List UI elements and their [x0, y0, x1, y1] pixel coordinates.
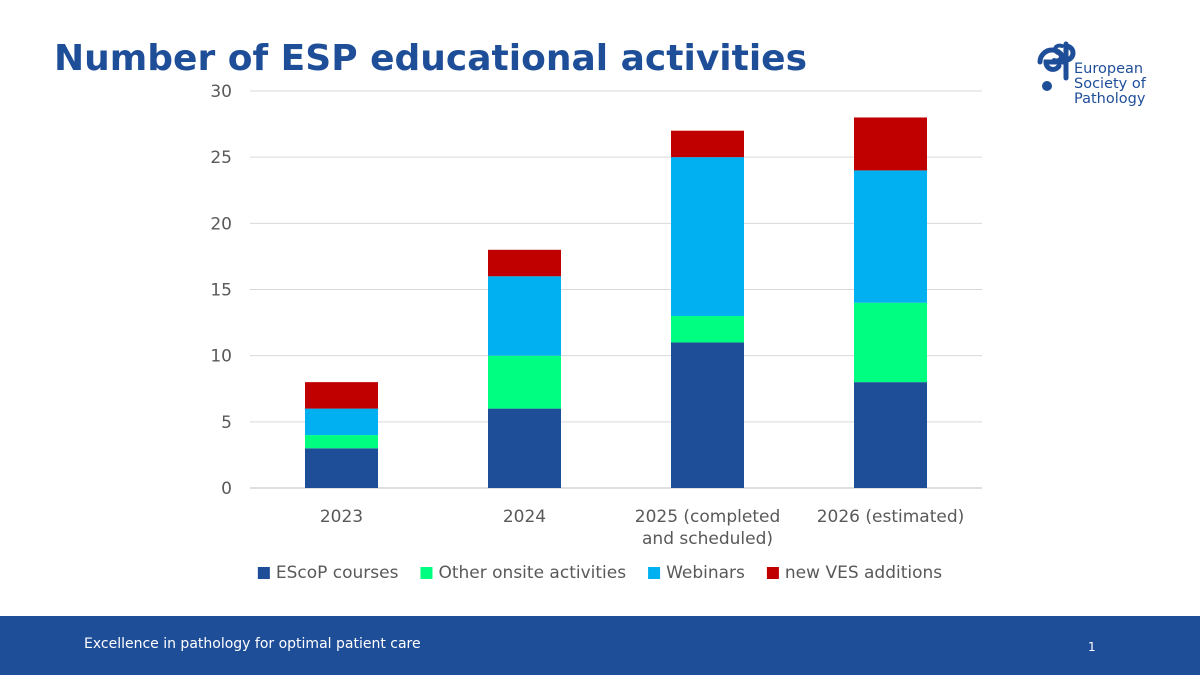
legend-label: EScoP courses [276, 563, 399, 583]
bar-other-onsite-activities [854, 302, 927, 383]
y-tick-label: 30 [210, 82, 232, 102]
y-tick-label: 0 [221, 479, 232, 499]
bar-other-onsite-activities [488, 355, 561, 409]
bar-new-ves-additions [488, 249, 561, 277]
legend-swatch [420, 567, 433, 579]
bar-webinars [854, 170, 927, 303]
y-tick-label: 15 [210, 281, 232, 301]
page-number: 1 [1088, 640, 1096, 654]
bar-new-ves-additions [305, 382, 378, 409]
bar-webinars [488, 276, 561, 356]
legend-label: Other onsite activities [438, 563, 626, 583]
bar-other-onsite-activities [671, 315, 744, 343]
bar-new-ves-additions [854, 117, 927, 171]
footer-tagline: Excellence in pathology for optimal pati… [84, 636, 421, 652]
legend-label: Webinars [666, 563, 745, 583]
bar-escop-courses [854, 382, 927, 488]
y-tick-label: 25 [210, 148, 232, 168]
x-tick-label: 2023 [320, 507, 363, 527]
bar-other-onsite-activities [305, 435, 378, 449]
bar-webinars [671, 157, 744, 316]
legend-label: new VES additions [785, 563, 942, 583]
logo-line-1: European [1074, 61, 1144, 77]
esp-logo: European Society of Pathology [1036, 40, 1156, 112]
bar-escop-courses [671, 342, 744, 488]
y-tick-label: 20 [210, 214, 232, 234]
y-tick-label: 5 [221, 413, 232, 433]
bar-new-ves-additions [671, 130, 744, 158]
footer-bar: Excellence in pathology for optimal pati… [0, 616, 1200, 675]
logo-line-3: Pathology [1074, 91, 1146, 107]
x-tick-label: 2025 (completed and scheduled) [635, 507, 781, 549]
logo-line-2: Society of [1074, 76, 1146, 92]
bar-webinars [305, 408, 378, 436]
x-tick-label: 2024 [503, 507, 546, 527]
stacked-bar-chart: 0 5 10 15 20 25 30 2023 2024 2025 (completed and s… [210, 82, 982, 583]
y-tick-label: 10 [210, 347, 232, 367]
legend-swatch [766, 567, 779, 579]
x-tick-label: 2026 (estimated) [817, 507, 965, 527]
esp-logo-icon [1037, 41, 1076, 91]
bar-escop-courses [488, 408, 561, 488]
legend-swatch [648, 567, 661, 579]
logo-text: European Society of Pathology [1074, 62, 1164, 107]
slide-title: Number of ESP educational activities [54, 38, 808, 79]
legend-swatch [257, 567, 270, 579]
bar-escop-courses [305, 448, 378, 488]
